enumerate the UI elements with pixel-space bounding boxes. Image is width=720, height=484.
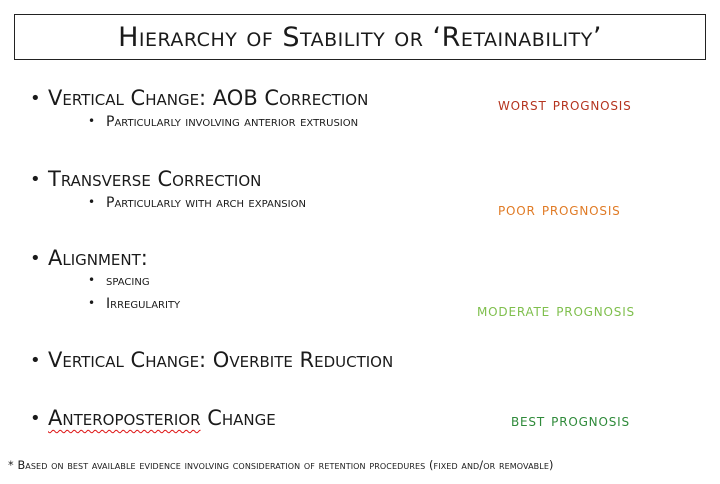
item-label-rest: Change [200, 406, 276, 430]
bullet-icon: • [30, 350, 41, 371]
bullet-icon: • [88, 273, 96, 287]
bullet-icon: • [30, 408, 41, 429]
bullet-icon: • [30, 88, 41, 109]
item-label: Transverse Correction [48, 167, 262, 191]
title-box: Hierarchy of Stability or ‘Retainability… [14, 14, 706, 60]
sub-item: • Particularly with arch expansion [88, 195, 306, 211]
list-item-anteroposterior: • Anteroposterior Change [30, 406, 276, 430]
item-label-underlined: Anteroposterior [48, 406, 201, 430]
item-label: Vertical Change: AOB Correction [48, 86, 369, 110]
sub-item-label: Particularly with arch expansion [106, 195, 306, 211]
bullet-icon: • [30, 248, 41, 269]
list-item-vertical-aob: • Vertical Change: AOB Correction [30, 86, 368, 110]
list-item-transverse: • Transverse Correction [30, 167, 261, 191]
sub-item: • spacing [88, 273, 150, 289]
list-item-alignment: • Alignment: [30, 246, 148, 270]
slide-title: Hierarchy of Stability or ‘Retainability… [118, 21, 602, 53]
bullet-icon: • [88, 195, 96, 209]
list-item-vertical-overbite: • Vertical Change: Overbite Reduction [30, 348, 393, 372]
item-label: Vertical Change: Overbite Reduction [48, 348, 394, 372]
prognosis-poor: poor prognosis [498, 200, 621, 220]
item-label: Alignment: [48, 246, 148, 270]
sub-item-label: spacing [106, 273, 150, 289]
prognosis-worst: worst prognosis [498, 95, 632, 115]
bullet-icon: • [88, 296, 96, 310]
sub-item-label: Particularly involving anterior extrusio… [106, 114, 359, 130]
sub-item: • Irregularity [88, 296, 180, 312]
sub-item-label: Irregularity [106, 296, 181, 312]
bullet-icon: • [30, 169, 41, 190]
bullet-icon: • [88, 114, 96, 128]
prognosis-moderate: moderate prognosis [477, 301, 635, 321]
sub-item: • Particularly involving anterior extrusi… [88, 114, 358, 130]
footnote: * Based on best available evidence invol… [8, 459, 554, 472]
prognosis-best: best prognosis [511, 411, 630, 431]
